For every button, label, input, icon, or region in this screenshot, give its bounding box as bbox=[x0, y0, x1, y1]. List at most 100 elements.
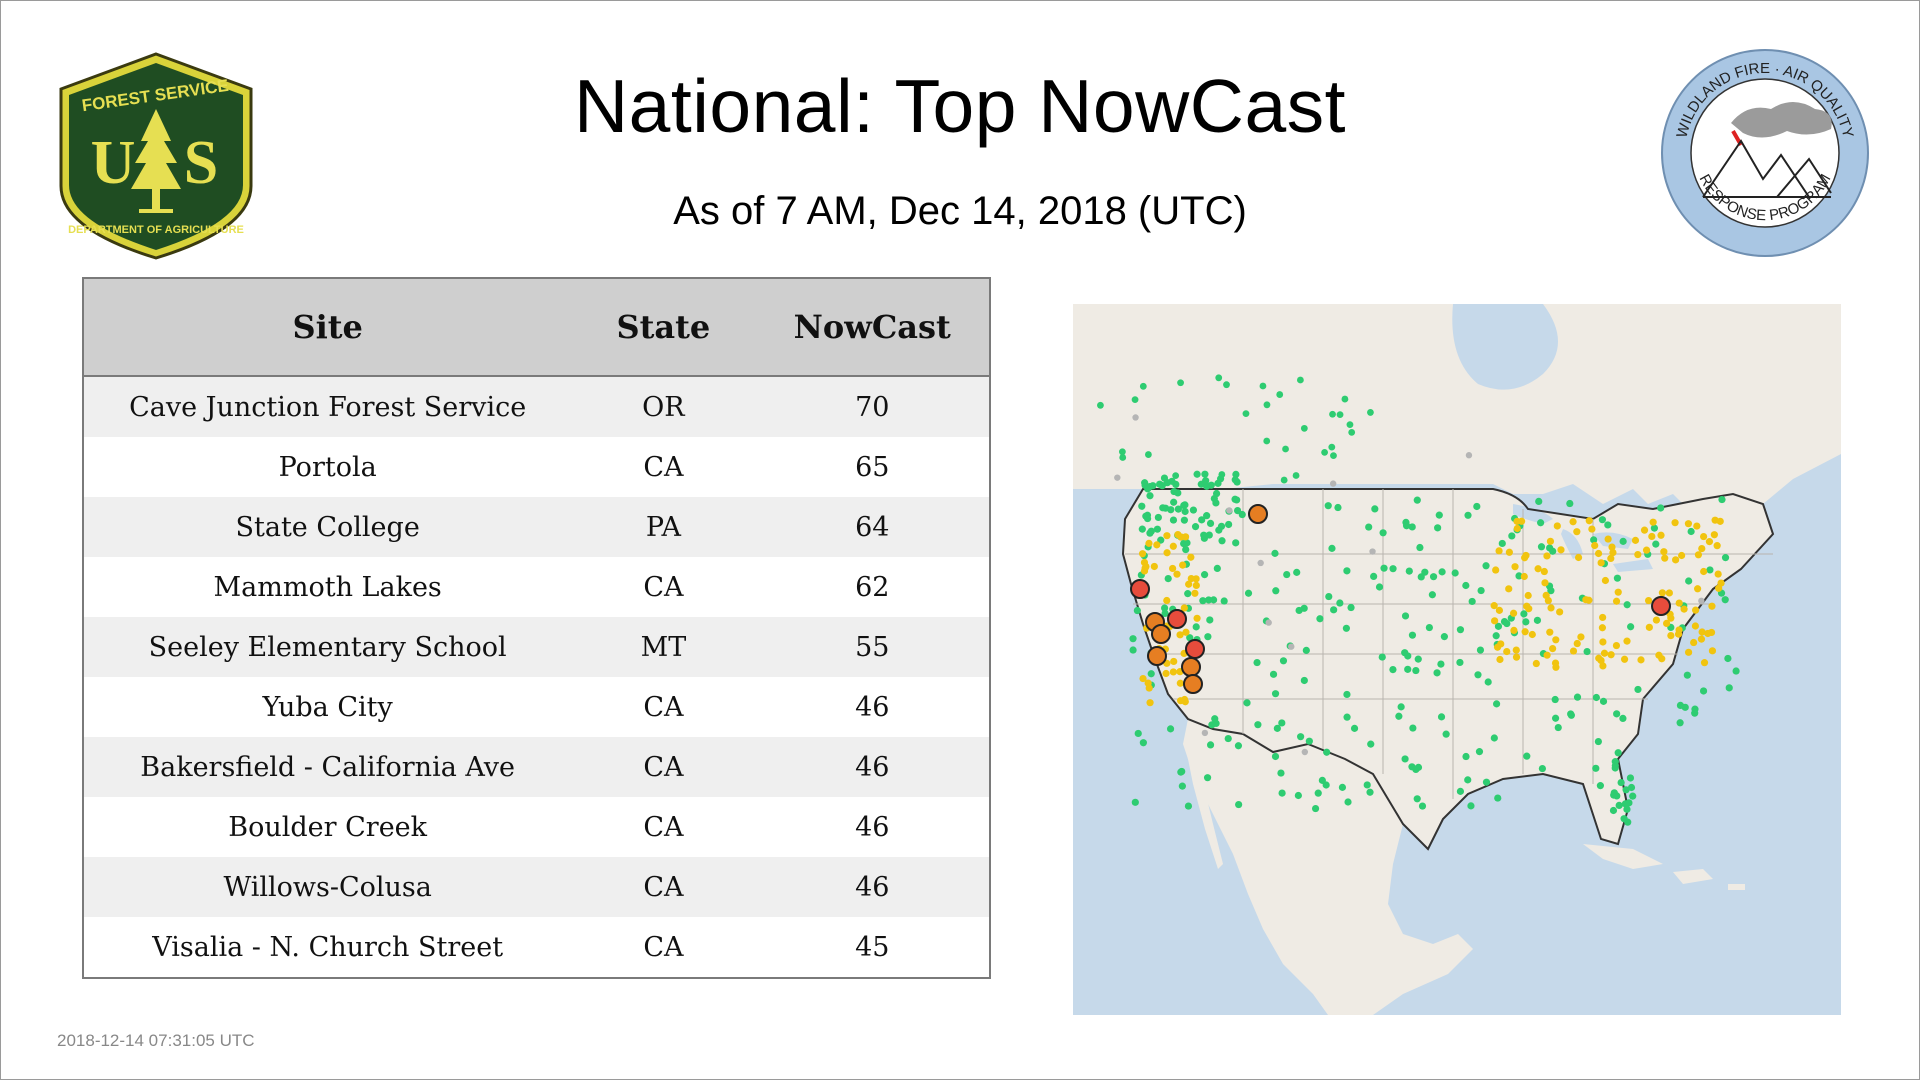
map-hudson-bay bbox=[1452, 304, 1558, 390]
station-marker-good bbox=[1329, 410, 1336, 418]
site-cell: Visalia - N. Church Street bbox=[83, 917, 572, 978]
station-marker-good bbox=[1348, 428, 1356, 436]
station-marker-good bbox=[1342, 624, 1350, 632]
station-marker-good bbox=[1322, 781, 1330, 789]
station-marker-moderate bbox=[1170, 657, 1178, 666]
station-marker-good bbox=[1157, 536, 1165, 544]
station-marker-good bbox=[1218, 537, 1226, 545]
station-marker-good bbox=[1097, 401, 1104, 409]
station-marker-moderate bbox=[1491, 617, 1499, 625]
station-marker-moderate bbox=[1597, 559, 1605, 567]
station-marker-good bbox=[1210, 494, 1218, 503]
station-marker-good bbox=[1206, 741, 1215, 749]
station-marker-good bbox=[1474, 671, 1482, 679]
station-marker-moderate bbox=[1599, 613, 1607, 622]
station-marker-moderate bbox=[1180, 695, 1189, 704]
site-cell: Willows-Colusa bbox=[83, 857, 572, 917]
station-marker-good bbox=[1343, 690, 1351, 699]
station-marker-good bbox=[1408, 523, 1416, 531]
station-marker-good bbox=[1143, 514, 1152, 523]
station-marker-moderate bbox=[1153, 541, 1161, 549]
station-marker-good bbox=[1202, 477, 1210, 485]
site-cell: Bakersfield - California Ave bbox=[83, 737, 572, 797]
nowcast-cell: 70 bbox=[755, 376, 990, 437]
map-great-lakes bbox=[1513, 504, 1653, 572]
station-marker-good bbox=[1280, 476, 1288, 484]
map-land-canada bbox=[1073, 304, 1841, 514]
station-marker-good bbox=[1263, 437, 1271, 445]
station-marker-moderate bbox=[1546, 628, 1554, 636]
station-marker-good bbox=[1535, 497, 1543, 505]
map-stations bbox=[1097, 374, 1740, 826]
station-marker-good bbox=[1231, 476, 1239, 484]
state-cell: PA bbox=[571, 497, 756, 557]
station-marker-good bbox=[1180, 539, 1188, 548]
station-marker-good bbox=[1414, 655, 1422, 663]
station-marker-moderate bbox=[1191, 589, 1199, 597]
station-marker-nodata bbox=[1132, 414, 1139, 421]
station-marker-good bbox=[1598, 516, 1607, 524]
station-marker-good bbox=[1594, 737, 1602, 746]
station-marker-good bbox=[1621, 800, 1629, 808]
station-marker-good bbox=[1370, 572, 1378, 580]
station-marker-good bbox=[1520, 610, 1528, 618]
station-marker-moderate bbox=[1163, 549, 1171, 557]
station-marker-moderate bbox=[1493, 643, 1502, 651]
station-marker-moderate bbox=[1524, 591, 1532, 600]
station-marker-good bbox=[1634, 685, 1642, 694]
station-marker-good bbox=[1316, 615, 1324, 623]
station-marker-moderate bbox=[1697, 635, 1706, 643]
station-marker-moderate bbox=[1553, 522, 1561, 530]
station-marker-good bbox=[1346, 421, 1354, 429]
station-marker-good bbox=[1611, 764, 1619, 772]
site-cell: Boulder Creek bbox=[83, 797, 572, 857]
page-title: National: Top NowCast bbox=[574, 64, 1346, 148]
station-marker-good bbox=[1242, 410, 1250, 418]
station-marker-good bbox=[1408, 763, 1416, 771]
station-marker-moderate bbox=[1665, 589, 1673, 597]
nowcast-cell: 64 bbox=[755, 497, 990, 557]
station-marker-good bbox=[1213, 564, 1221, 573]
station-marker-good bbox=[1614, 749, 1622, 757]
station-marker-good bbox=[1201, 470, 1209, 478]
station-marker-good bbox=[1341, 395, 1349, 403]
nowcast-cell: 46 bbox=[755, 677, 990, 737]
station-marker-good bbox=[1129, 635, 1137, 643]
station-marker-good bbox=[1220, 597, 1228, 605]
station-marker-nodata bbox=[1201, 729, 1209, 737]
station-marker-moderate bbox=[1145, 684, 1153, 692]
station-marker-good bbox=[1203, 512, 1211, 520]
map-puerto-rico bbox=[1728, 884, 1745, 890]
station-marker-moderate bbox=[1713, 542, 1721, 550]
station-marker-moderate bbox=[1693, 522, 1701, 530]
station-marker-good bbox=[1500, 617, 1509, 626]
station-marker-good bbox=[1141, 479, 1149, 487]
station-marker-moderate bbox=[1652, 616, 1661, 624]
station-marker-moderate bbox=[1704, 629, 1712, 638]
station-marker-moderate bbox=[1169, 542, 1177, 550]
map-us-border bbox=[1121, 488, 1775, 851]
station-marker-good bbox=[1347, 603, 1355, 612]
station-marker-moderate bbox=[1585, 517, 1593, 525]
station-marker-good bbox=[1435, 511, 1443, 519]
table-row: Willows-Colusa CA 46 bbox=[83, 857, 990, 917]
station-marker-good bbox=[1184, 590, 1192, 598]
nowcast-cell: 65 bbox=[755, 437, 990, 497]
column-header-site: Site bbox=[83, 278, 572, 377]
station-marker-good bbox=[1311, 804, 1320, 813]
station-marker-nodata bbox=[1265, 619, 1272, 626]
station-marker-good bbox=[1476, 646, 1485, 654]
station-marker-good bbox=[1336, 599, 1344, 607]
station-marker-good bbox=[1146, 482, 1154, 491]
station-marker-good bbox=[1438, 568, 1446, 576]
station-marker-nodata bbox=[1698, 597, 1705, 605]
station-marker-good bbox=[1573, 693, 1582, 701]
station-marker-moderate bbox=[1716, 517, 1724, 525]
nowcast-cell: 46 bbox=[755, 857, 990, 917]
station-marker-moderate bbox=[1522, 551, 1530, 560]
station-marker-good bbox=[1164, 575, 1172, 583]
station-marker-good bbox=[1566, 499, 1574, 508]
table-row: Mammoth Lakes CA 62 bbox=[83, 557, 990, 617]
station-marker-good bbox=[1276, 391, 1284, 398]
station-marker-moderate bbox=[1700, 567, 1708, 576]
